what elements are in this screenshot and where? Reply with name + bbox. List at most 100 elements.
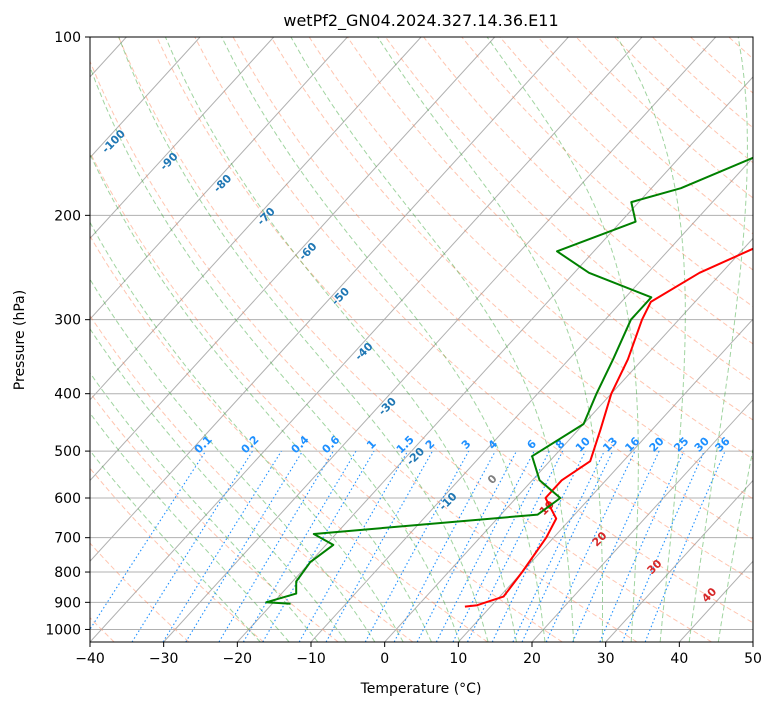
moist-adiabat-line [616,37,686,642]
isotherm-gridline [384,237,753,642]
y-tick-label: 200 [54,208,81,224]
y-axis-label: Pressure (hPa) [12,290,28,390]
moist-adiabat-line [90,221,404,642]
moist-adiabat-line [486,37,639,642]
y-tick-label: 100 [54,30,81,46]
dry-adiabats [90,37,753,642]
isotherm-gridline [90,37,201,159]
dry-adiabat-line [537,37,753,235]
dry-adiabat-label: -10 [436,490,459,513]
plot-area: -100-90-80-70-60-50-40-30-20-100.1 0.2 0.4… [89,36,754,643]
moist-adiabat-line [717,446,753,642]
mixing-ratio-line [364,450,470,642]
isotherm-gridline [752,641,753,642]
dry-adiabat-label: -40 [352,340,375,363]
moist-adiabat-line [90,449,261,642]
isotherm-gridline [605,479,753,642]
grid [90,37,753,642]
moist-adiabat-label: 30 [645,557,665,577]
dry-adiabat-line [90,542,190,642]
dry-adiabat-line [461,37,753,308]
isotherm-gridline [236,76,753,642]
moist-adiabat-label: 0 [485,472,500,487]
mixing-ratio-line [621,450,705,642]
mixing-ratio-line [325,450,433,642]
mixing-ratio-line [393,450,496,642]
dry-adiabat-label: -30 [376,395,399,418]
mixing-ratio-line [90,450,207,631]
dry-adiabat-label: -50 [329,285,352,308]
dry-adiabat-line [728,37,753,60]
temperature-profile-line [464,247,753,608]
isotherm-gridline [531,399,753,642]
mixing-ratio-line [545,450,636,642]
y-tick-label: 700 [54,531,81,547]
y-tick-label: 500 [54,444,81,460]
dry-adiabat-line [270,37,753,500]
moist-adiabat-line [90,152,432,642]
plot-frame [89,36,754,643]
x-tick-label: −40 [75,651,105,667]
mixing-ratio-line [185,450,304,642]
dry-adiabat-line [156,37,753,624]
mixing-ratio-label: 0.6 [319,433,342,456]
x-tick-label: 40 [670,651,688,667]
dry-adiabat-line [118,37,712,642]
mixing-ratio-lines [90,450,726,642]
isotherm-gridline [310,156,753,642]
mixing-ratio-line [467,450,564,642]
moist-adiabat-line [164,37,517,642]
x-tick-label: −20 [223,651,253,667]
mixing-ratio-line [572,450,660,642]
isotherm-gridline [90,37,275,240]
dry-adiabat-line [90,151,563,642]
dry-adiabat-line [90,391,339,642]
y-tick-label: 800 [54,565,81,581]
mixing-ratio-label: 6 [524,437,539,452]
dry-adiabat-line [194,37,753,582]
dry-adiabat-line [308,37,753,460]
x-tick-label: −30 [149,651,179,667]
mixing-ratio-label: 0.1 [192,433,215,456]
moist-adiabats [90,37,753,642]
moist-adiabat-line [90,412,290,642]
mixing-ratio-label: 2 [423,437,438,452]
dry-adiabat-line [575,37,753,199]
x-tick-label: 20 [523,651,541,667]
dry-adiabat-line [90,60,638,642]
y-tick-label: 400 [54,387,81,403]
moist-adiabat-line [90,278,376,642]
dry-adiabat-line [613,37,753,164]
dry-adiabat-line [232,37,753,540]
mixing-ratio-line [262,450,375,642]
dry-adiabat-label: -70 [255,205,278,228]
dry-adiabat-line [90,314,414,642]
mixing-ratio-line [218,450,334,642]
mixing-ratio-label: 25 [671,435,691,455]
y-tick-label: 300 [54,313,81,329]
mixing-ratio-line [452,450,550,642]
isotherm-gridline [457,318,753,642]
y-tick-label: 600 [54,491,81,507]
x-tick-label: 30 [597,651,615,667]
isotherm-gridline [90,37,422,401]
dry-adiabat-line [90,467,264,642]
y-axis-ticks: 100 200 300 400 500 600 700 800 900 1000 [45,30,90,638]
isotherm-gridline [678,560,753,642]
moist-adiabat-line [90,65,461,642]
moist-adiabat-line [118,37,489,642]
dry-adiabat-line [423,37,753,345]
dry-adiabat-label: -60 [296,240,319,263]
moist-adiabat-line [90,327,347,642]
isotherm-gridline [163,37,717,642]
dry-adiabat-line [652,37,753,129]
moist-adiabat-line [221,37,546,642]
dry-adiabat-label: -80 [211,172,234,195]
mixing-ratio-label: 3 [459,437,474,452]
mixing-ratio-label: 0.2 [239,433,262,456]
isotherm-gridline [90,37,569,563]
x-axis-ticks: −40 −30 −20 −10 0 10 20 30 40 50 [75,642,762,667]
mixing-ratio-line [131,450,254,642]
isotherm-gridline [90,37,496,482]
